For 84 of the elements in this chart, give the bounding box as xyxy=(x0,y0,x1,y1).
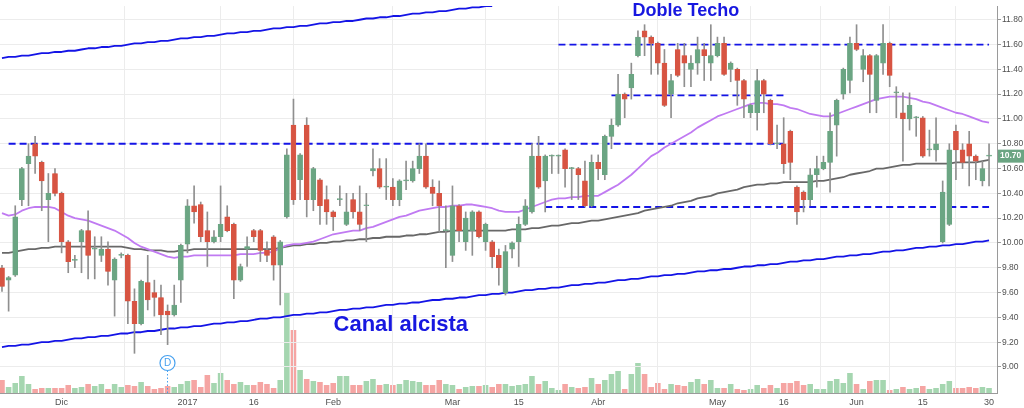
candlestick xyxy=(774,124,780,150)
bar xyxy=(138,382,144,393)
bar xyxy=(621,389,628,393)
x-tick-label: Abr xyxy=(591,396,606,407)
bar xyxy=(727,384,734,393)
bar xyxy=(588,378,595,393)
candlestick xyxy=(707,24,714,81)
bar xyxy=(860,389,866,393)
x-tick-label: Feb xyxy=(325,396,341,407)
bar xyxy=(0,380,5,393)
candlestick xyxy=(913,116,920,137)
y-tick-label: 10.40 xyxy=(1002,187,1024,198)
candlestick xyxy=(383,158,390,200)
bar xyxy=(462,387,469,393)
y-tick-label: 9.40 xyxy=(1002,311,1019,322)
candlestick xyxy=(681,42,688,88)
bar xyxy=(668,384,674,393)
bar xyxy=(476,386,482,393)
bar xyxy=(469,386,476,393)
candlestick xyxy=(330,210,337,231)
candlestick xyxy=(549,154,555,174)
bar xyxy=(310,381,317,393)
y-tick-label: 9.80 xyxy=(1002,262,1019,273)
y-tick-label: 10.80 xyxy=(1002,138,1024,149)
bar xyxy=(595,384,601,393)
y-tick-label: 11.00 xyxy=(1002,113,1023,124)
candlestick xyxy=(337,185,343,207)
candlestick xyxy=(72,255,78,269)
y-tick-label: 11.80 xyxy=(1002,14,1023,25)
candlestick xyxy=(966,131,973,187)
candlestick xyxy=(621,92,628,119)
bar xyxy=(853,384,860,393)
bar xyxy=(867,381,873,393)
x-tick-label: 16 xyxy=(248,396,259,407)
y-tick-label: 9.00 xyxy=(1002,361,1019,372)
y-tick-label: 10.00 xyxy=(1002,237,1024,248)
y-tick-label: 11.40 xyxy=(1002,63,1023,74)
y-tick-label: 10.20 xyxy=(1002,212,1024,223)
y-tick-label: 9.20 xyxy=(1002,336,1019,347)
bar xyxy=(721,388,727,393)
x-tick-label: May xyxy=(708,396,727,407)
bar xyxy=(297,370,303,393)
bar xyxy=(105,389,111,393)
bar xyxy=(85,384,91,393)
annotation: Canal alcista xyxy=(333,311,469,337)
x-tick-label: 15 xyxy=(513,396,524,407)
candlestick xyxy=(986,143,992,187)
bar xyxy=(681,386,688,393)
bar xyxy=(416,382,423,393)
bar xyxy=(701,384,707,393)
bar xyxy=(946,381,953,393)
x-tick-label: Jun xyxy=(849,396,864,407)
bar xyxy=(456,389,462,393)
candlestick xyxy=(575,166,582,200)
candlestick xyxy=(972,154,979,181)
bar xyxy=(303,379,310,393)
candlestick xyxy=(893,86,900,119)
candlestick xyxy=(648,35,655,75)
bar xyxy=(535,384,542,393)
bar xyxy=(383,384,389,393)
bar xyxy=(562,384,568,393)
x-tick-label: Mar xyxy=(444,396,461,407)
candlestick xyxy=(91,236,98,280)
candlestick xyxy=(403,160,409,190)
x-tick-label: 16 xyxy=(778,396,789,407)
bar xyxy=(774,388,780,393)
x-tick-label: 2017 xyxy=(177,396,198,407)
x-tick-label: 15 xyxy=(917,396,928,407)
y-tick-label: 11.20 xyxy=(1002,88,1023,99)
y-tick-label: 10.60 xyxy=(1002,162,1024,173)
x-tick-label: Dic xyxy=(55,396,69,407)
bar xyxy=(568,387,575,393)
bar xyxy=(920,386,926,393)
candlestick xyxy=(701,42,708,81)
x-tick-label: 30 xyxy=(984,396,995,407)
candlestick xyxy=(813,155,820,188)
bar xyxy=(900,387,906,393)
y-tick-label: 9.60 xyxy=(1002,286,1019,297)
bar xyxy=(893,389,900,393)
annotation: 10.70 xyxy=(1000,150,1022,161)
y-tick-label: 11.60 xyxy=(1002,38,1023,49)
annotation: Doble Techo xyxy=(632,0,740,20)
annotation: D xyxy=(163,357,172,369)
candlestick xyxy=(443,205,449,269)
